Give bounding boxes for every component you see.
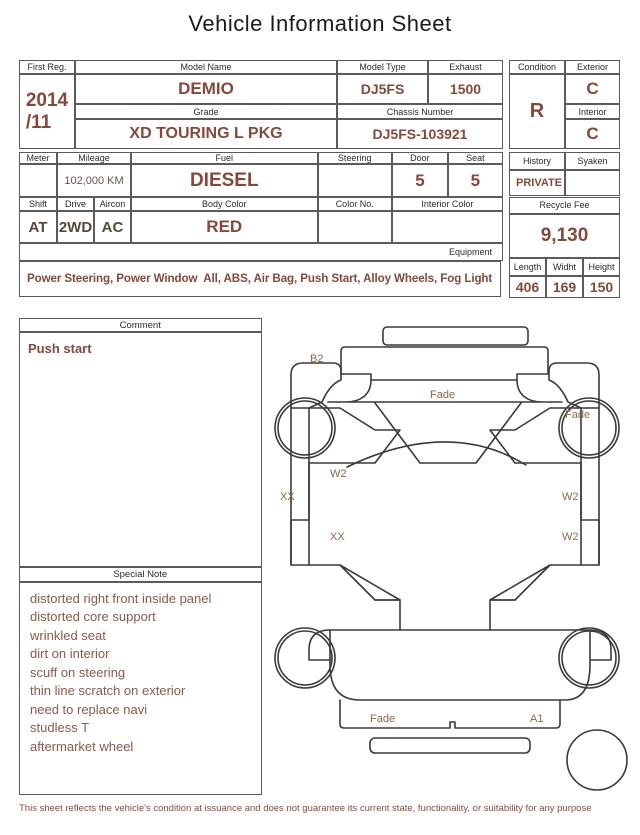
- svg-text:W2: W2: [330, 468, 347, 480]
- svg-text:Fade: Fade: [430, 389, 455, 401]
- svg-text:Fade: Fade: [565, 409, 590, 421]
- svg-text:Fade: Fade: [370, 713, 395, 725]
- svg-text:W2: W2: [562, 531, 579, 543]
- svg-text:W2: W2: [562, 491, 579, 503]
- svg-text:B2: B2: [310, 353, 323, 365]
- svg-text:XX: XX: [280, 491, 295, 503]
- svg-text:XX: XX: [330, 531, 345, 543]
- svg-text:A1: A1: [530, 713, 543, 725]
